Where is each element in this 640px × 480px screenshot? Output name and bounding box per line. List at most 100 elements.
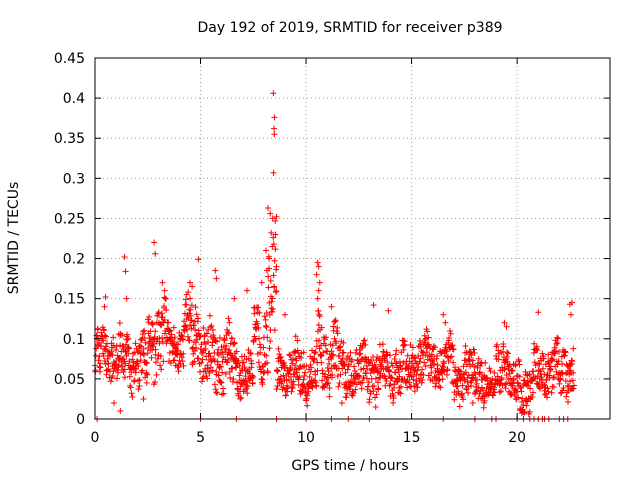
data-point	[136, 376, 143, 383]
data-point	[329, 352, 336, 359]
data-point	[142, 359, 149, 366]
data-point	[249, 380, 256, 387]
data-point	[334, 330, 341, 337]
data-point	[450, 346, 457, 353]
data-point	[117, 330, 124, 337]
data-point	[226, 346, 233, 353]
data-point	[526, 371, 533, 378]
data-point	[152, 346, 159, 353]
data-point	[116, 320, 123, 327]
data-point	[294, 337, 301, 344]
x-tick-label: 20	[508, 430, 526, 446]
data-point	[567, 311, 574, 318]
data-point	[156, 340, 163, 347]
data-point	[129, 356, 136, 363]
data-point	[503, 323, 510, 330]
x-tick-label: 15	[403, 430, 421, 446]
data-point	[514, 379, 521, 386]
data-point	[285, 376, 292, 383]
data-point	[391, 355, 398, 362]
data-point	[272, 288, 279, 295]
data-point	[445, 358, 452, 365]
data-point	[231, 356, 238, 363]
data-point	[224, 329, 231, 336]
data-point	[516, 373, 523, 380]
data-point	[472, 389, 479, 396]
data-point	[207, 353, 214, 360]
data-point	[460, 363, 467, 370]
data-point	[100, 337, 107, 344]
data-point	[296, 374, 303, 381]
data-point	[443, 348, 450, 355]
data-point	[141, 327, 148, 334]
data-point	[326, 393, 333, 400]
data-point	[392, 369, 399, 376]
data-point	[193, 311, 200, 318]
data-point	[288, 388, 295, 395]
data-point	[512, 362, 519, 369]
data-point	[298, 350, 305, 357]
data-point	[476, 369, 483, 376]
data-point	[344, 366, 351, 373]
data-point	[243, 287, 250, 294]
data-point	[161, 317, 168, 324]
data-point	[567, 378, 574, 385]
data-point	[510, 376, 517, 383]
data-point	[400, 359, 407, 366]
data-point	[541, 381, 548, 388]
data-point	[143, 360, 150, 367]
data-point	[552, 347, 559, 354]
data-point	[366, 396, 373, 403]
data-point	[510, 375, 517, 382]
data-point	[211, 381, 218, 388]
data-point	[266, 255, 273, 262]
data-point	[395, 369, 402, 376]
data-point	[150, 343, 157, 350]
data-point	[124, 331, 131, 338]
data-point	[498, 374, 505, 381]
data-point	[183, 323, 190, 330]
data-point	[121, 366, 128, 373]
data-point	[367, 370, 374, 377]
data-point	[163, 340, 170, 347]
data-point	[471, 363, 478, 370]
data-point	[213, 338, 220, 345]
y-tick-label: 0.05	[54, 372, 85, 388]
data-point	[204, 375, 211, 382]
data-point	[146, 313, 153, 320]
data-point	[132, 340, 139, 347]
data-point	[271, 131, 278, 138]
data-point	[496, 389, 503, 396]
data-point	[503, 380, 510, 387]
data-point	[479, 377, 486, 384]
y-tick-label: 0.4	[63, 91, 85, 107]
data-point	[226, 369, 233, 376]
data-point	[415, 364, 422, 371]
data-point	[179, 336, 186, 343]
data-point	[179, 358, 186, 365]
data-point	[264, 359, 271, 366]
data-point	[336, 352, 343, 359]
data-point	[184, 326, 191, 333]
data-point	[301, 383, 308, 390]
data-point	[526, 408, 533, 415]
data-point	[529, 394, 536, 401]
data-point	[263, 310, 270, 317]
data-point	[243, 379, 250, 386]
data-point	[235, 357, 242, 364]
data-point	[483, 374, 490, 381]
y-tick-label: 0.15	[54, 292, 85, 308]
data-point	[350, 390, 357, 397]
data-point	[96, 368, 103, 375]
data-point	[340, 339, 347, 346]
data-point	[249, 372, 256, 379]
data-point	[453, 392, 460, 399]
data-point	[322, 334, 329, 341]
data-point	[384, 351, 391, 358]
data-point	[450, 359, 457, 366]
data-point	[554, 334, 561, 341]
data-point	[312, 371, 319, 378]
data-point	[189, 283, 196, 290]
data-point	[267, 210, 274, 217]
data-point	[217, 363, 224, 370]
